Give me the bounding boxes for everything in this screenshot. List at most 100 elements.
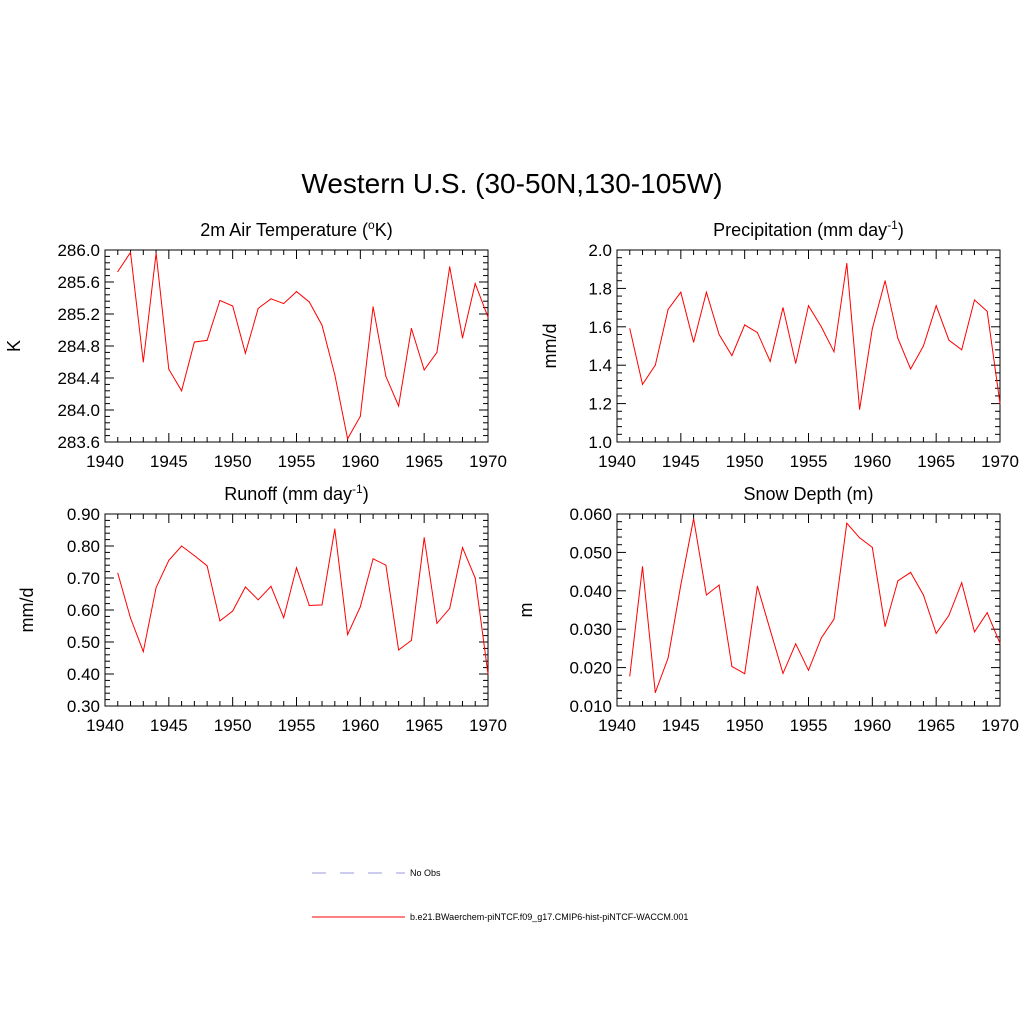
y-tick-label: 0.010 <box>569 697 612 716</box>
data-point <box>398 649 400 651</box>
data-point <box>654 364 656 366</box>
data-point <box>680 291 682 293</box>
data-point <box>935 305 937 307</box>
data-point <box>922 594 924 596</box>
x-tick-label: 1970 <box>469 716 507 735</box>
x-tick-label: 1960 <box>853 452 891 471</box>
data-point <box>820 326 822 328</box>
y-tick-label: 1.4 <box>588 356 612 375</box>
data-point <box>155 587 157 589</box>
data-point <box>232 305 234 307</box>
data-point <box>948 614 950 616</box>
data-point <box>833 618 835 620</box>
data-point <box>833 351 835 353</box>
data-point <box>474 577 476 579</box>
plot-frame <box>616 249 1001 443</box>
data-point <box>283 303 285 305</box>
data-point <box>667 657 669 659</box>
data-point <box>973 631 975 633</box>
data-point <box>168 559 170 561</box>
x-tick-label: 1940 <box>598 716 636 735</box>
data-point <box>693 341 695 343</box>
data-point <box>283 617 285 619</box>
data-point <box>308 605 310 607</box>
data-point <box>257 307 259 309</box>
x-tick-label: 1950 <box>214 716 252 735</box>
data-point <box>769 360 771 362</box>
y-tick-label: 0.050 <box>569 543 612 562</box>
data-point <box>705 594 707 596</box>
x-tick-label: 1940 <box>86 716 124 735</box>
x-tick-label: 1955 <box>278 716 316 735</box>
data-point <box>372 558 374 560</box>
data-point <box>629 328 631 330</box>
data-point <box>334 528 336 530</box>
data-point <box>334 374 336 376</box>
data-point <box>859 537 861 539</box>
chart-panels: 1940 1945 1950 1955 1960 1965 1970 283.6 284.0 28… <box>4 218 1019 735</box>
data-point <box>680 584 682 586</box>
data-point <box>423 369 425 371</box>
data-point <box>782 307 784 309</box>
x-tick-label: 1950 <box>726 716 764 735</box>
data-point <box>884 280 886 282</box>
data-point <box>795 643 797 645</box>
data-point <box>117 572 119 574</box>
data-point <box>961 349 963 351</box>
data-point <box>897 337 899 339</box>
x-tick-label: 1965 <box>917 716 955 735</box>
y-tick-label: 1.8 <box>588 279 612 298</box>
data-point <box>461 547 463 549</box>
series-line <box>117 528 489 675</box>
data-point <box>884 626 886 628</box>
data-point <box>142 361 144 363</box>
data-point <box>219 620 221 622</box>
data-point <box>910 571 912 573</box>
data-point <box>130 617 132 619</box>
data-point <box>461 337 463 339</box>
data-point <box>436 351 438 353</box>
data-point <box>142 651 144 653</box>
data-point <box>961 582 963 584</box>
data-point <box>756 585 758 587</box>
data-point <box>744 673 746 675</box>
x-tick-label: 1970 <box>981 716 1019 735</box>
x-tick-label: 1955 <box>790 716 828 735</box>
x-tick-label: 1960 <box>341 452 379 471</box>
data-point <box>820 637 822 639</box>
data-point <box>296 567 297 569</box>
y-tick-label: 1.6 <box>588 318 612 337</box>
y-tick-label: 0.70 <box>67 569 100 588</box>
data-point <box>423 537 425 539</box>
data-point <box>193 341 195 343</box>
data-point <box>744 324 746 326</box>
data-point <box>296 291 297 293</box>
data-point <box>935 632 937 634</box>
data-point <box>449 607 451 609</box>
data-point <box>410 639 412 641</box>
y-axis-label: K <box>4 340 24 352</box>
x-tick-label: 1955 <box>790 452 828 471</box>
data-point <box>410 327 412 329</box>
data-point <box>219 299 221 301</box>
y-axis-label: mm/d <box>540 324 560 369</box>
data-point <box>359 415 361 417</box>
y-tick-label: 0.30 <box>67 697 100 716</box>
y-tick-label: 1.2 <box>588 395 612 414</box>
y-tick-label: 0.40 <box>67 665 100 684</box>
legend-label-no-obs: No Obs <box>410 868 441 878</box>
data-point <box>385 375 387 377</box>
data-point <box>308 301 310 303</box>
x-tick-label: 1950 <box>726 452 764 471</box>
x-tick-label: 1965 <box>405 452 443 471</box>
data-point <box>181 390 183 392</box>
chart-legend: No Obs b.e21.BWaerchem-piNTCF.f09_g17.CM… <box>312 868 688 922</box>
y-tick-label: 286.0 <box>57 241 100 260</box>
data-point <box>385 564 387 566</box>
y-tick-label: 0.040 <box>569 582 612 601</box>
data-point <box>244 352 246 354</box>
data-point <box>232 610 234 612</box>
data-point <box>206 339 208 341</box>
series-line <box>629 518 1001 693</box>
y-axis-label: mm/d <box>17 588 37 633</box>
